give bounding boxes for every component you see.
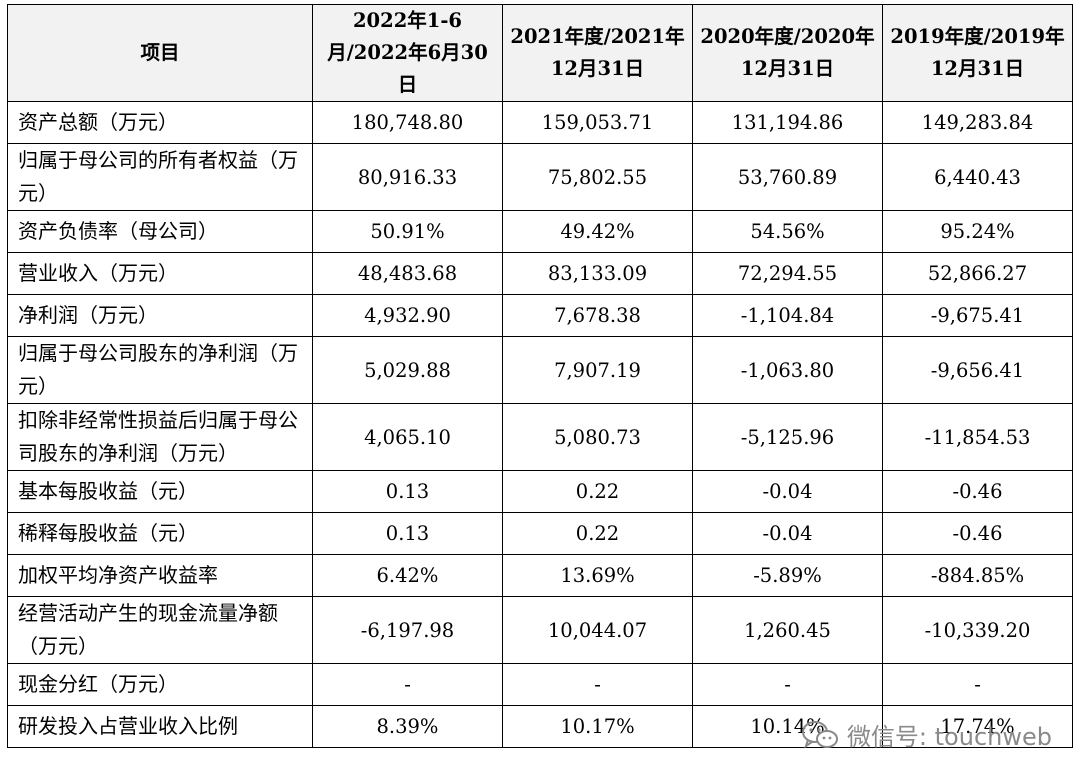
cell-value: 54.56% [692,210,883,253]
table-row: 归属于母公司股东的净利润（万元） 5,029.88 7,907.19 -1,06… [7,336,1073,404]
cell-value: 72,294.55 [692,252,883,295]
cell-value: - [692,663,883,706]
cell-value: 95.24% [882,210,1073,253]
cell-value: -9,675.41 [882,294,1073,337]
header-2019: 2019年度/2019年12月31日 [882,4,1073,102]
cell-value: -1,063.80 [692,336,883,404]
cell-value: 1,260.45 [692,596,883,664]
row-label: 归属于母公司的所有者权益（万元） [7,143,313,211]
table-row: 净利润（万元） 4,932.90 7,678.38 -1,104.84 -9,6… [7,294,1073,337]
table-row: 现金分红（万元） - - - - [7,663,1073,706]
cell-value: 7,678.38 [502,294,693,337]
cell-value: 180,748.80 [312,101,503,144]
wechat-icon [801,720,839,750]
table-row: 归属于母公司的所有者权益（万元） 80,916.33 75,802.55 53,… [7,143,1073,211]
header-2020: 2020年度/2020年12月31日 [692,4,883,102]
table-row: 经营活动产生的现金流量净额（万元） -6,197.98 10,044.07 1,… [7,596,1073,664]
cell-value: 0.22 [502,512,693,555]
cell-value: 7,907.19 [502,336,693,404]
cell-value: 75,802.55 [502,143,693,211]
cell-value: 48,483.68 [312,252,503,295]
watermark-text: 微信号: touchweb [846,723,1052,751]
table-row: 研发投入占营业收入比例 8.39% 10.17% 10.14% 17.74% [7,705,1073,748]
row-label: 扣除非经常性损益后归属于母公司股东的净利润（万元） [7,403,313,471]
table-row: 营业收入（万元） 48,483.68 83,133.09 72,294.55 5… [7,252,1073,295]
cell-value: 149,283.84 [882,101,1073,144]
cell-value: 8.39% [312,705,503,748]
cell-value: -0.04 [692,512,883,555]
financial-summary-table: 项目 2022年1-6月/2022年6月30日 2021年度/2021年12月3… [7,4,1073,748]
cell-value: -6,197.98 [312,596,503,664]
wechat-watermark: 微信号: touchweb [801,717,1052,752]
cell-value: 10.14% [692,705,883,748]
cell-value: 0.13 [312,512,503,555]
cell-value: -9,656.41 [882,336,1073,404]
cell-value: 13.69% [502,554,693,597]
cell-value: 10.17% [502,705,693,748]
row-label: 资产负债率（母公司） [7,210,313,253]
cell-value: 4,932.90 [312,294,503,337]
header-2021: 2021年度/2021年12月31日 [502,4,693,102]
cell-value: 50.91% [312,210,503,253]
cell-value: 5,029.88 [312,336,503,404]
cell-value: 10,044.07 [502,596,693,664]
cell-value: 159,053.71 [502,101,693,144]
table-row: 稀释每股收益（元） 0.13 0.22 -0.04 -0.46 [7,512,1073,555]
header-2022h1: 2022年1-6月/2022年6月30日 [312,4,503,102]
cell-value: -0.04 [692,470,883,513]
cell-value: 131,194.86 [692,101,883,144]
row-label: 归属于母公司股东的净利润（万元） [7,336,313,404]
table-row: 扣除非经常性损益后归属于母公司股东的净利润（万元） 4,065.10 5,080… [7,403,1073,471]
row-label: 营业收入（万元） [7,252,313,295]
cell-value: 4,065.10 [312,403,503,471]
cell-value: 17.74% [882,705,1073,748]
cell-value: 80,916.33 [312,143,503,211]
cell-value: -5.89% [692,554,883,597]
table-row: 基本每股收益（元） 0.13 0.22 -0.04 -0.46 [7,470,1073,513]
cell-value: - [882,663,1073,706]
cell-value: 0.22 [502,470,693,513]
cell-value: -5,125.96 [692,403,883,471]
cell-value: 6,440.43 [882,143,1073,211]
header-item: 项目 [7,4,313,102]
cell-value: 53,760.89 [692,143,883,211]
cell-value: 52,866.27 [882,252,1073,295]
row-label: 加权平均净资产收益率 [7,554,313,597]
table-row: 资产负债率（母公司） 50.91% 49.42% 54.56% 95.24% [7,210,1073,253]
cell-value: 83,133.09 [502,252,693,295]
row-label: 现金分红（万元） [7,663,313,706]
cell-value: -884.85% [882,554,1073,597]
row-label: 净利润（万元） [7,294,313,337]
cell-value: -1,104.84 [692,294,883,337]
table-row: 加权平均净资产收益率 6.42% 13.69% -5.89% -884.85% [7,554,1073,597]
row-label: 经营活动产生的现金流量净额（万元） [7,596,313,664]
cell-value: - [312,663,503,706]
cell-value: 49.42% [502,210,693,253]
cell-value: -0.46 [882,470,1073,513]
cell-value: - [502,663,693,706]
cell-value: 6.42% [312,554,503,597]
cell-value: -10,339.20 [882,596,1073,664]
cell-value: -11,854.53 [882,403,1073,471]
row-label: 基本每股收益（元） [7,470,313,513]
row-label: 研发投入占营业收入比例 [7,705,313,748]
cell-value: 5,080.73 [502,403,693,471]
table-header-row: 项目 2022年1-6月/2022年6月30日 2021年度/2021年12月3… [7,4,1073,102]
table-row: 资产总额（万元） 180,748.80 159,053.71 131,194.8… [7,101,1073,144]
row-label: 稀释每股收益（元） [7,512,313,555]
cell-value: 0.13 [312,470,503,513]
cell-value: -0.46 [882,512,1073,555]
row-label: 资产总额（万元） [7,101,313,144]
